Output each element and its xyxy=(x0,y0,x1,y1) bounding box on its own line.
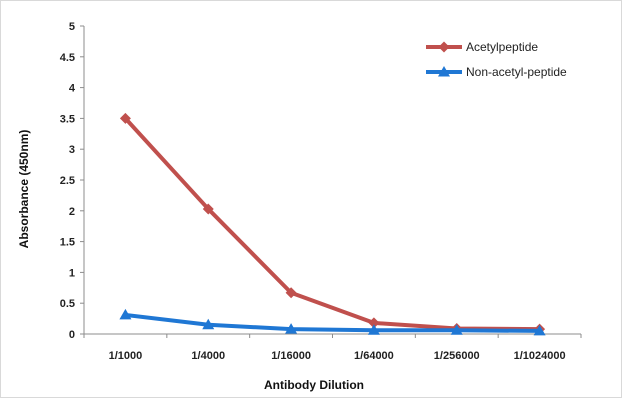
data-point xyxy=(368,317,380,329)
legend-item: Non-acetyl-peptide xyxy=(426,65,567,79)
y-tick-label: 4 xyxy=(69,83,76,95)
x-tick-label: 1/16000 xyxy=(271,350,311,362)
data-point xyxy=(202,318,215,330)
series-line xyxy=(123,312,542,333)
axes xyxy=(80,25,582,338)
series-line xyxy=(123,116,542,332)
data-point xyxy=(285,287,297,299)
legend-marker xyxy=(438,41,450,53)
y-tick-label: 4.5 xyxy=(60,52,75,64)
x-axis-title: Antibody Dilution xyxy=(264,378,364,392)
series-1 xyxy=(119,308,546,336)
y-tick-label: 0.5 xyxy=(60,298,75,310)
legend-label: Non-acetyl-peptide xyxy=(466,65,567,79)
data-point xyxy=(285,323,298,334)
x-tick-label: 1/1024000 xyxy=(514,350,566,362)
y-tick-label: 2.5 xyxy=(60,175,75,187)
y-tick-label: 3 xyxy=(69,144,75,156)
y-tick-label: 1 xyxy=(69,267,75,279)
legend-marker xyxy=(438,66,450,77)
data-point xyxy=(450,324,463,335)
series-0 xyxy=(119,112,546,335)
y-tick-label: 0 xyxy=(69,329,75,341)
data-point xyxy=(119,112,131,124)
x-tick-label: 1/1000 xyxy=(109,350,143,362)
data-point xyxy=(367,324,380,335)
legend: Acetylpeptide Non-acetyl-peptide xyxy=(426,40,567,79)
y-tick-label: 2 xyxy=(69,206,75,218)
x-tick-labels: 1/1000 1/4000 1/16000 1/64000 1/256000 1/1024… xyxy=(109,350,566,362)
x-tick-label: 1/256000 xyxy=(434,350,480,362)
y-tick-label: 3.5 xyxy=(60,113,75,125)
y-tick-label: 5 xyxy=(69,21,75,33)
y-axis-title: Absorbance (450nm) xyxy=(17,130,31,249)
legend-label: Acetylpeptide xyxy=(466,40,538,54)
x-tick-label: 1/64000 xyxy=(354,350,394,362)
data-point xyxy=(202,203,214,215)
x-tick-label: 1/4000 xyxy=(191,350,225,362)
legend-item: Acetylpeptide xyxy=(426,40,538,54)
series-group xyxy=(119,112,546,336)
y-tick-labels: 0 0.5 1 1.5 2 2.5 3 3.5 4 4.5 5 xyxy=(60,21,76,341)
data-point xyxy=(533,324,546,336)
y-tick-label: 1.5 xyxy=(60,237,75,249)
data-point xyxy=(119,308,132,320)
